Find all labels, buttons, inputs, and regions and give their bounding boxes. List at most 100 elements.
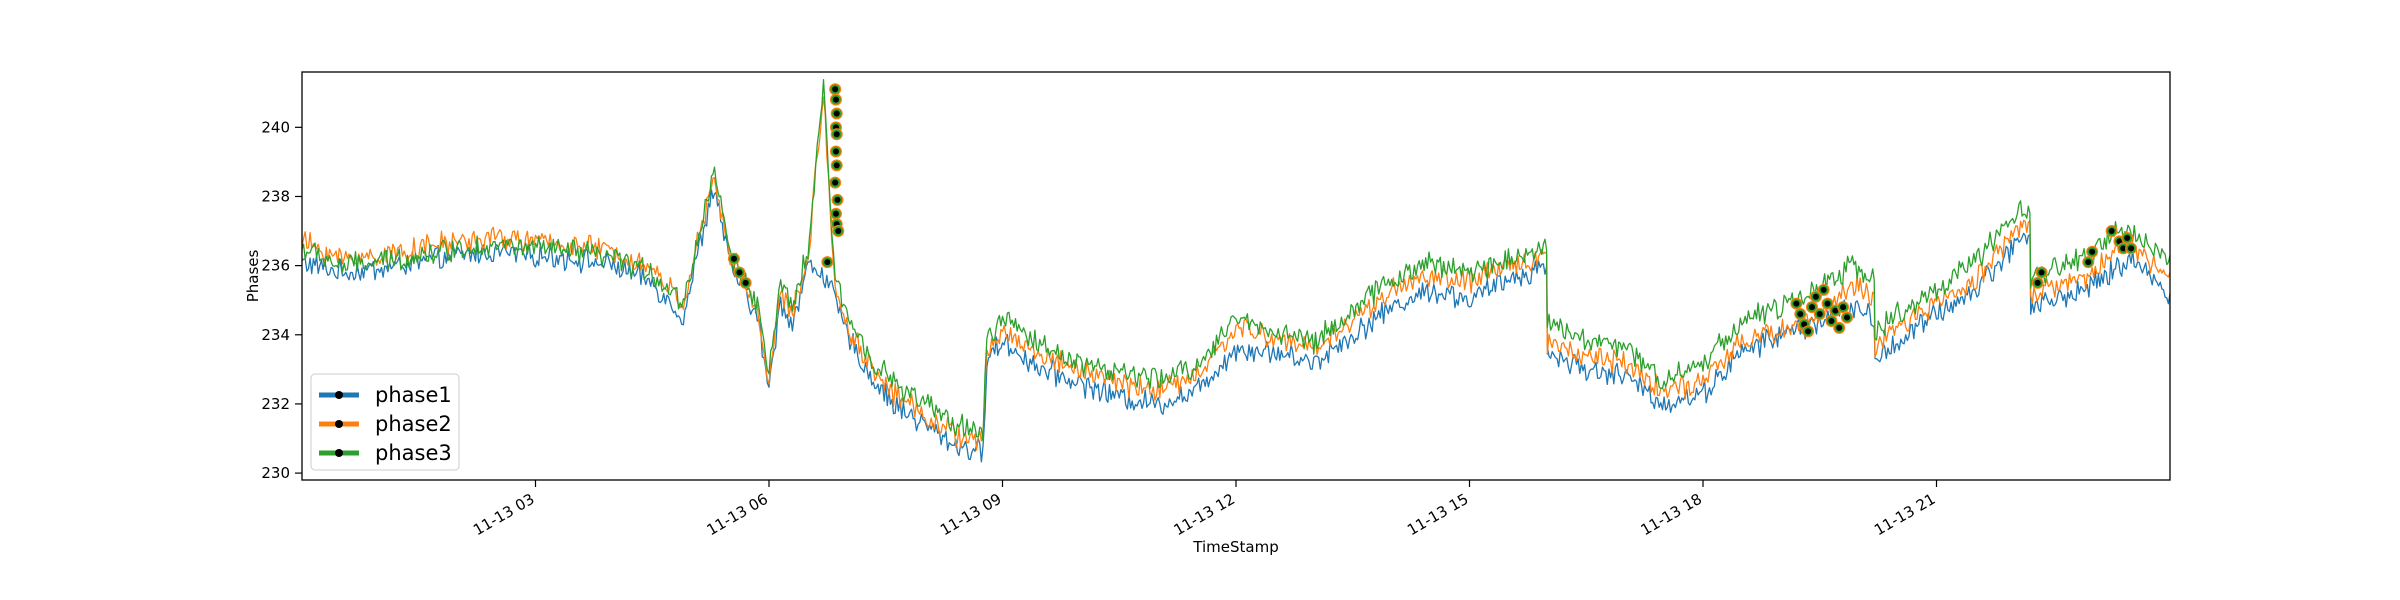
anomaly-marker bbox=[829, 83, 842, 96]
x-axis: 11-13 03 11-13 06 11-13 09 11-13 12 11-13 15… bbox=[470, 480, 1939, 539]
anomaly-marker bbox=[1837, 301, 1850, 314]
anomaly-marker bbox=[2035, 266, 2048, 279]
anomaly-marker bbox=[1821, 297, 1834, 310]
anomaly-marker bbox=[829, 176, 842, 189]
anomaly-marker-dot bbox=[2034, 279, 2041, 286]
anomaly-marker bbox=[830, 159, 843, 172]
anomaly-marker-dot bbox=[1836, 324, 1843, 331]
anomaly-marker-dot bbox=[832, 210, 839, 217]
anomaly-marker-dot bbox=[1843, 314, 1850, 321]
legend-entry-phase3: phase3 bbox=[319, 441, 452, 465]
anomaly-marker-dot bbox=[2108, 228, 2115, 235]
anomaly-marker-dot bbox=[1805, 328, 1812, 335]
anomaly-marker-dot bbox=[2124, 234, 2131, 241]
x-tick-label: 11-13 12 bbox=[1171, 490, 1238, 539]
y-tick-label: 236 bbox=[261, 257, 290, 275]
legend-swatch-marker bbox=[335, 449, 343, 457]
anomaly-marker bbox=[832, 225, 845, 238]
y-axis-label: Phases bbox=[244, 250, 262, 303]
series-line-phase1 bbox=[301, 188, 2171, 463]
legend-swatch-marker bbox=[335, 391, 343, 399]
anomaly-marker-dot bbox=[1828, 317, 1835, 324]
anomaly-marker-dot bbox=[824, 259, 831, 266]
anomaly-marker bbox=[2105, 225, 2118, 238]
anomaly-marker-dot bbox=[1808, 304, 1815, 311]
legend-label: phase2 bbox=[375, 412, 452, 436]
x-tick-label: 11-13 21 bbox=[1871, 490, 1938, 539]
anomaly-marker bbox=[821, 256, 834, 269]
x-tick-label: 11-13 18 bbox=[1638, 490, 1705, 539]
anomaly-markers bbox=[727, 83, 2138, 338]
legend: phase1 phase2 phase3 bbox=[310, 373, 460, 471]
anomaly-marker-dot bbox=[742, 279, 749, 286]
x-tick-label: 11-13 09 bbox=[937, 490, 1004, 539]
anomaly-marker-dot bbox=[730, 255, 737, 262]
anomaly-marker bbox=[830, 107, 843, 120]
legend-box bbox=[310, 373, 460, 471]
anomaly-marker-dot bbox=[832, 96, 839, 103]
anomaly-marker bbox=[2082, 256, 2095, 269]
anomaly-marker bbox=[1802, 325, 1815, 338]
legend-label: phase1 bbox=[375, 383, 452, 407]
anomaly-marker-dot bbox=[1840, 304, 1847, 311]
anomaly-marker-dot bbox=[834, 196, 841, 203]
x-axis-label: TimeStamp bbox=[1192, 538, 1278, 556]
y-axis: 230 232 234 236 238 240 bbox=[261, 118, 302, 482]
anomaly-marker-dot bbox=[2128, 245, 2135, 252]
anomaly-marker bbox=[829, 207, 842, 220]
anomaly-marker-dot bbox=[1812, 293, 1819, 300]
anomaly-marker bbox=[829, 93, 842, 106]
anomaly-marker bbox=[739, 276, 752, 289]
anomaly-marker-dot bbox=[1820, 286, 1827, 293]
anomaly-marker-dot bbox=[832, 179, 839, 186]
anomaly-marker bbox=[1833, 321, 1846, 334]
anomaly-marker-dot bbox=[832, 148, 839, 155]
legend-swatch-marker bbox=[335, 420, 343, 428]
anomaly-marker bbox=[831, 193, 844, 206]
anomaly-marker-dot bbox=[1816, 311, 1823, 318]
anomaly-marker-dot bbox=[835, 228, 842, 235]
x-tick-label: 11-13 03 bbox=[470, 490, 537, 539]
anomaly-marker-dot bbox=[1797, 311, 1804, 318]
anomaly-marker bbox=[727, 252, 740, 265]
legend-entry-phase1: phase1 bbox=[319, 383, 452, 407]
legend-label: phase3 bbox=[375, 441, 452, 465]
anomaly-marker bbox=[1794, 308, 1807, 321]
anomaly-marker-dot bbox=[832, 86, 839, 93]
y-tick-label: 232 bbox=[261, 395, 290, 413]
series-layer bbox=[301, 79, 2171, 463]
anomaly-marker bbox=[1798, 318, 1811, 331]
y-tick-label: 240 bbox=[261, 118, 290, 136]
anomaly-marker-dot bbox=[2089, 248, 2096, 255]
anomaly-marker bbox=[1813, 308, 1826, 321]
anomaly-marker-dot bbox=[1824, 300, 1831, 307]
anomaly-marker bbox=[1805, 301, 1818, 314]
anomaly-marker bbox=[733, 266, 746, 279]
plot-area-frame bbox=[301, 71, 2171, 481]
anomaly-marker-dot bbox=[833, 131, 840, 138]
y-tick-label: 234 bbox=[261, 326, 290, 344]
anomaly-marker bbox=[1790, 297, 1803, 310]
anomaly-marker bbox=[2121, 231, 2134, 244]
y-tick-label: 238 bbox=[261, 187, 290, 205]
anomaly-marker-dot bbox=[2038, 269, 2045, 276]
anomaly-marker-dot bbox=[1832, 307, 1839, 314]
anomaly-marker bbox=[2086, 245, 2099, 258]
legend-entry-phase2: phase2 bbox=[319, 412, 452, 436]
anomaly-marker-dot bbox=[1793, 300, 1800, 307]
anomaly-marker bbox=[2031, 276, 2044, 289]
x-tick-label: 11-13 15 bbox=[1404, 490, 1471, 539]
anomaly-marker-dot bbox=[2085, 259, 2092, 266]
series-line-phase3 bbox=[301, 79, 2171, 442]
anomaly-marker-dot bbox=[833, 110, 840, 117]
anomaly-marker bbox=[2125, 242, 2138, 255]
y-tick-label: 230 bbox=[261, 464, 290, 482]
anomaly-marker bbox=[829, 145, 842, 158]
anomaly-marker bbox=[1809, 290, 1822, 303]
anomaly-marker-dot bbox=[736, 269, 743, 276]
anomaly-marker bbox=[1825, 314, 1838, 327]
anomaly-marker-dot bbox=[2120, 245, 2127, 252]
anomaly-marker bbox=[1840, 311, 1853, 324]
anomaly-marker bbox=[830, 128, 843, 141]
